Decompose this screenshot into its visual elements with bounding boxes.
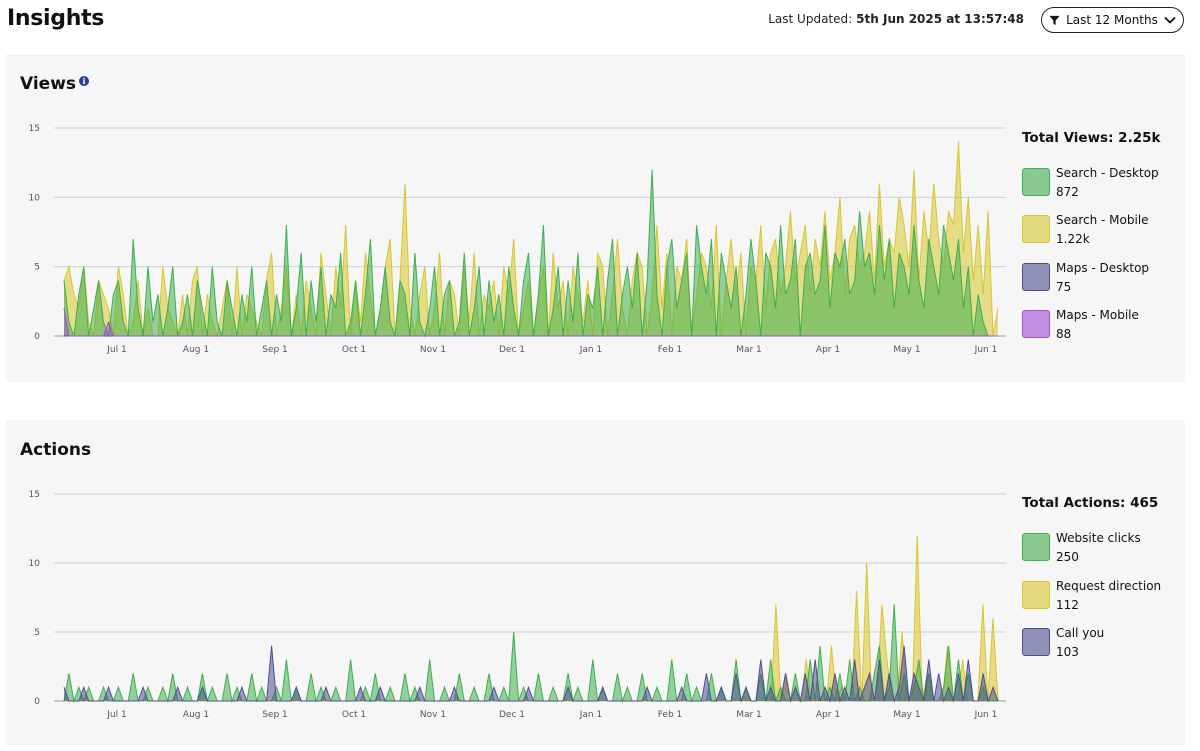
legend-name: Request direction bbox=[1056, 579, 1162, 593]
x-tick-label: Jan 1 bbox=[579, 710, 602, 720]
legend-value: 103 bbox=[1056, 645, 1079, 659]
x-tick-label: Oct 1 bbox=[342, 345, 366, 355]
legend-value: 88 bbox=[1056, 327, 1072, 341]
legend-item-search-mobile[interactable]: Search - Mobile 1.22k bbox=[1022, 213, 1182, 247]
legend-item-website-clicks[interactable]: Website clicks 250 bbox=[1022, 531, 1182, 565]
y-tick-label: 0 bbox=[34, 332, 40, 342]
x-tick-label: Sep 1 bbox=[262, 710, 288, 720]
x-tick-label: Jul 1 bbox=[106, 710, 126, 720]
filter-funnel-icon bbox=[1049, 15, 1060, 25]
series-area-search-desktop[interactable] bbox=[64, 169, 998, 336]
legend-name: Call you bbox=[1056, 626, 1105, 640]
legend-item-maps-desktop[interactable]: Maps - Desktop 75 bbox=[1022, 261, 1182, 295]
legend-value: 250 bbox=[1056, 550, 1079, 564]
y-tick-label: 15 bbox=[29, 124, 40, 134]
views-card-title: Views i bbox=[20, 74, 90, 94]
series-line-maps-mobile bbox=[63, 308, 998, 337]
actions-card-title: Actions bbox=[20, 440, 91, 460]
y-tick-label: 5 bbox=[34, 263, 40, 273]
x-tick-label: Dec 1 bbox=[499, 345, 525, 355]
actions-card: Actions 0 5 10 15 Jul 1 Aug 1 Sep 1 Oct 1 Nov 1 D… bbox=[6, 420, 1185, 746]
x-tick-label: May 1 bbox=[893, 345, 920, 355]
y-tick-label: 0 bbox=[34, 697, 40, 707]
x-tick-label: Sep 1 bbox=[262, 345, 288, 355]
legend-item-request-direction[interactable]: Request direction 112 bbox=[1022, 579, 1182, 613]
last-updated: Last Updated: 5th Jun 2025 at 13:57:48 bbox=[768, 12, 1024, 26]
legend-item-maps-mobile[interactable]: Maps - Mobile 88 bbox=[1022, 308, 1182, 342]
info-icon[interactable]: i bbox=[79, 76, 90, 86]
legend-value: 112 bbox=[1056, 598, 1079, 612]
actions-chart: 0 5 10 15 Jul 1 Aug 1 Sep 1 Oct 1 Nov 1 Dec 1 Jan … bbox=[29, 490, 1006, 720]
legend-swatch bbox=[1022, 263, 1050, 291]
x-tick-label: Feb 1 bbox=[658, 345, 683, 355]
date-range-filter-label: Last 12 Months bbox=[1066, 13, 1158, 27]
x-tick-label: Dec 1 bbox=[499, 710, 525, 720]
x-tick-label: Apr 1 bbox=[816, 710, 840, 720]
y-tick-label: 15 bbox=[29, 490, 40, 500]
x-tick-label: Nov 1 bbox=[420, 710, 446, 720]
actions-total: Total Actions: 465 bbox=[1022, 495, 1159, 511]
x-tick-label: Mar 1 bbox=[736, 710, 762, 720]
chevron-down-icon bbox=[1164, 16, 1176, 24]
views-card: Views i 0 5 10 15 Jul 1 Aug 1 Sep 1 Oct 1 Nov 1 D… bbox=[6, 54, 1185, 382]
series-line-call-you bbox=[63, 645, 999, 703]
legend-swatch bbox=[1022, 581, 1050, 609]
x-tick-label: Feb 1 bbox=[658, 710, 683, 720]
views-title: Views bbox=[20, 74, 77, 94]
x-tick-label: Aug 1 bbox=[183, 345, 209, 355]
last-updated-value: 5th Jun 2025 at 13:57:48 bbox=[856, 12, 1024, 26]
legend-swatch bbox=[1022, 533, 1050, 561]
legend-item-search-desktop[interactable]: Search - Desktop 872 bbox=[1022, 166, 1182, 200]
legend-swatch bbox=[1022, 215, 1050, 243]
top-bar: Insights Last Updated: 5th Jun 2025 at 13… bbox=[0, 0, 1200, 44]
x-tick-label: Mar 1 bbox=[736, 345, 762, 355]
x-tick-label: Jun 1 bbox=[974, 345, 998, 355]
views-total: Total Views: 2.25k bbox=[1022, 130, 1161, 146]
x-tick-label: Jan 1 bbox=[579, 345, 602, 355]
x-tick-label: Apr 1 bbox=[816, 345, 840, 355]
views-chart: 0 5 10 15 Jul 1 Aug 1 Sep 1 Oct 1 Nov 1 Dec 1 Jan … bbox=[29, 124, 1006, 355]
legend-name: Maps - Mobile bbox=[1056, 308, 1139, 322]
x-tick-label: Jun 1 bbox=[974, 710, 998, 720]
y-tick-label: 10 bbox=[29, 559, 41, 569]
legend-swatch bbox=[1022, 628, 1050, 656]
x-tick-label: Aug 1 bbox=[183, 710, 209, 720]
legend-swatch bbox=[1022, 168, 1050, 196]
series-area-call-you[interactable] bbox=[64, 645, 998, 701]
legend-name: Search - Mobile bbox=[1056, 213, 1149, 227]
date-range-filter-button[interactable]: Last 12 Months bbox=[1041, 7, 1184, 33]
series-line-search-desktop bbox=[63, 169, 998, 338]
actions-title: Actions bbox=[20, 440, 92, 460]
last-updated-label: Last Updated: bbox=[768, 12, 853, 26]
x-tick-label: Nov 1 bbox=[420, 345, 446, 355]
x-tick-label: May 1 bbox=[893, 710, 920, 720]
page-title: Insights bbox=[7, 6, 105, 31]
y-tick-label: 5 bbox=[34, 628, 40, 638]
x-tick-label: Jul 1 bbox=[106, 345, 126, 355]
x-tick-label: Oct 1 bbox=[342, 710, 366, 720]
legend-value: 1.22k bbox=[1056, 232, 1090, 246]
y-tick-label: 10 bbox=[29, 193, 41, 203]
legend-item-call-you[interactable]: Call you 103 bbox=[1022, 626, 1182, 660]
legend-name: Search - Desktop bbox=[1056, 166, 1159, 180]
legend-value: 872 bbox=[1056, 185, 1079, 199]
legend-name: Website clicks bbox=[1056, 531, 1141, 545]
legend-value: 75 bbox=[1056, 280, 1072, 294]
legend-swatch bbox=[1022, 310, 1050, 338]
legend-name: Maps - Desktop bbox=[1056, 261, 1150, 275]
